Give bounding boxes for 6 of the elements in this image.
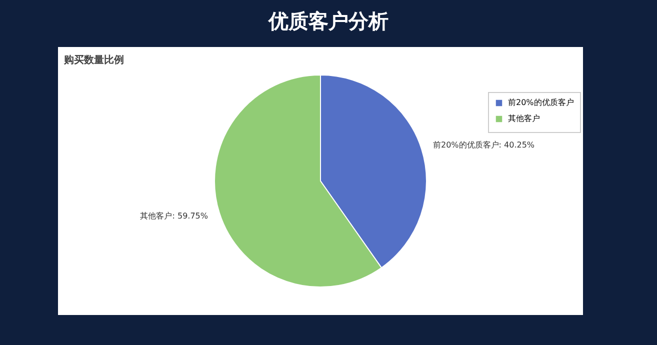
data-label: 前20%的优质客户: 40.25%	[433, 140, 535, 150]
legend-label: 其他客户	[508, 114, 540, 123]
data-label: 其他客户: 59.75%	[140, 212, 208, 221]
chart-title: 优质客户分析	[267, 8, 390, 35]
chart-subtitle: 购买数量比例	[63, 54, 124, 66]
legend-label: 前20%的优质客户	[508, 98, 574, 107]
